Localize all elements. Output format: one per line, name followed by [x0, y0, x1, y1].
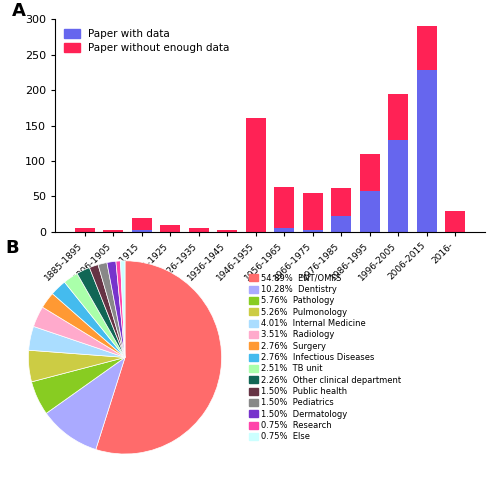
Wedge shape — [52, 282, 125, 357]
Bar — [303, 230, 323, 232]
Wedge shape — [42, 294, 125, 357]
Bar — [274, 228, 294, 232]
Bar — [388, 140, 408, 232]
Legend: Paper with data, Paper without enough data: Paper with data, Paper without enough da… — [60, 25, 234, 57]
Wedge shape — [90, 265, 125, 357]
Bar — [303, 193, 323, 230]
Bar — [332, 216, 351, 232]
Bar — [246, 118, 266, 232]
Bar — [388, 94, 408, 140]
Text: B: B — [5, 239, 18, 257]
Wedge shape — [120, 261, 125, 357]
Bar — [417, 71, 437, 232]
Wedge shape — [28, 350, 125, 382]
Bar — [132, 218, 152, 230]
Bar — [74, 228, 94, 232]
Wedge shape — [34, 307, 125, 357]
Bar — [360, 191, 380, 232]
Bar — [360, 154, 380, 191]
Text: A: A — [12, 2, 26, 20]
Bar — [132, 230, 152, 232]
Bar — [160, 225, 180, 232]
Wedge shape — [46, 357, 125, 450]
Wedge shape — [77, 268, 125, 357]
Bar — [274, 187, 294, 228]
Bar — [188, 228, 208, 232]
Bar — [217, 230, 237, 232]
Wedge shape — [32, 357, 125, 413]
Wedge shape — [107, 261, 125, 357]
Wedge shape — [64, 273, 125, 357]
Wedge shape — [28, 327, 125, 357]
Bar — [103, 230, 123, 232]
Wedge shape — [96, 261, 222, 454]
Bar — [446, 211, 466, 232]
Bar — [332, 188, 351, 216]
Legend: 54.89%  ENT/OMFS, 10.28%  Dentistry, 5.76%  Pathology, 5.26%  Pulmonology, 4.01%: 54.89% ENT/OMFS, 10.28% Dentistry, 5.76%… — [249, 273, 401, 441]
Wedge shape — [116, 261, 125, 357]
Wedge shape — [98, 263, 125, 357]
Bar — [417, 27, 437, 71]
